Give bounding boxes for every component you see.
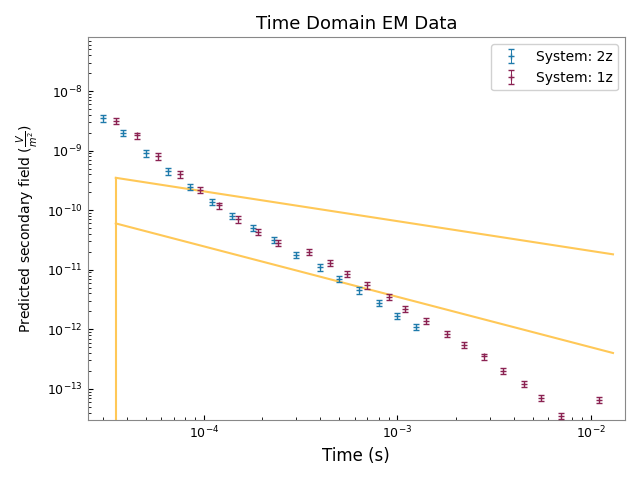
Legend: System: 2z, System: 1z: System: 2z, System: 1z (491, 44, 618, 90)
Title: Time Domain EM Data: Time Domain EM Data (255, 15, 457, 33)
Y-axis label: Predicted secondary field ($\frac{V}{m^2}$): Predicted secondary field ($\frac{V}{m^2… (15, 124, 41, 333)
X-axis label: Time (s): Time (s) (323, 447, 390, 465)
